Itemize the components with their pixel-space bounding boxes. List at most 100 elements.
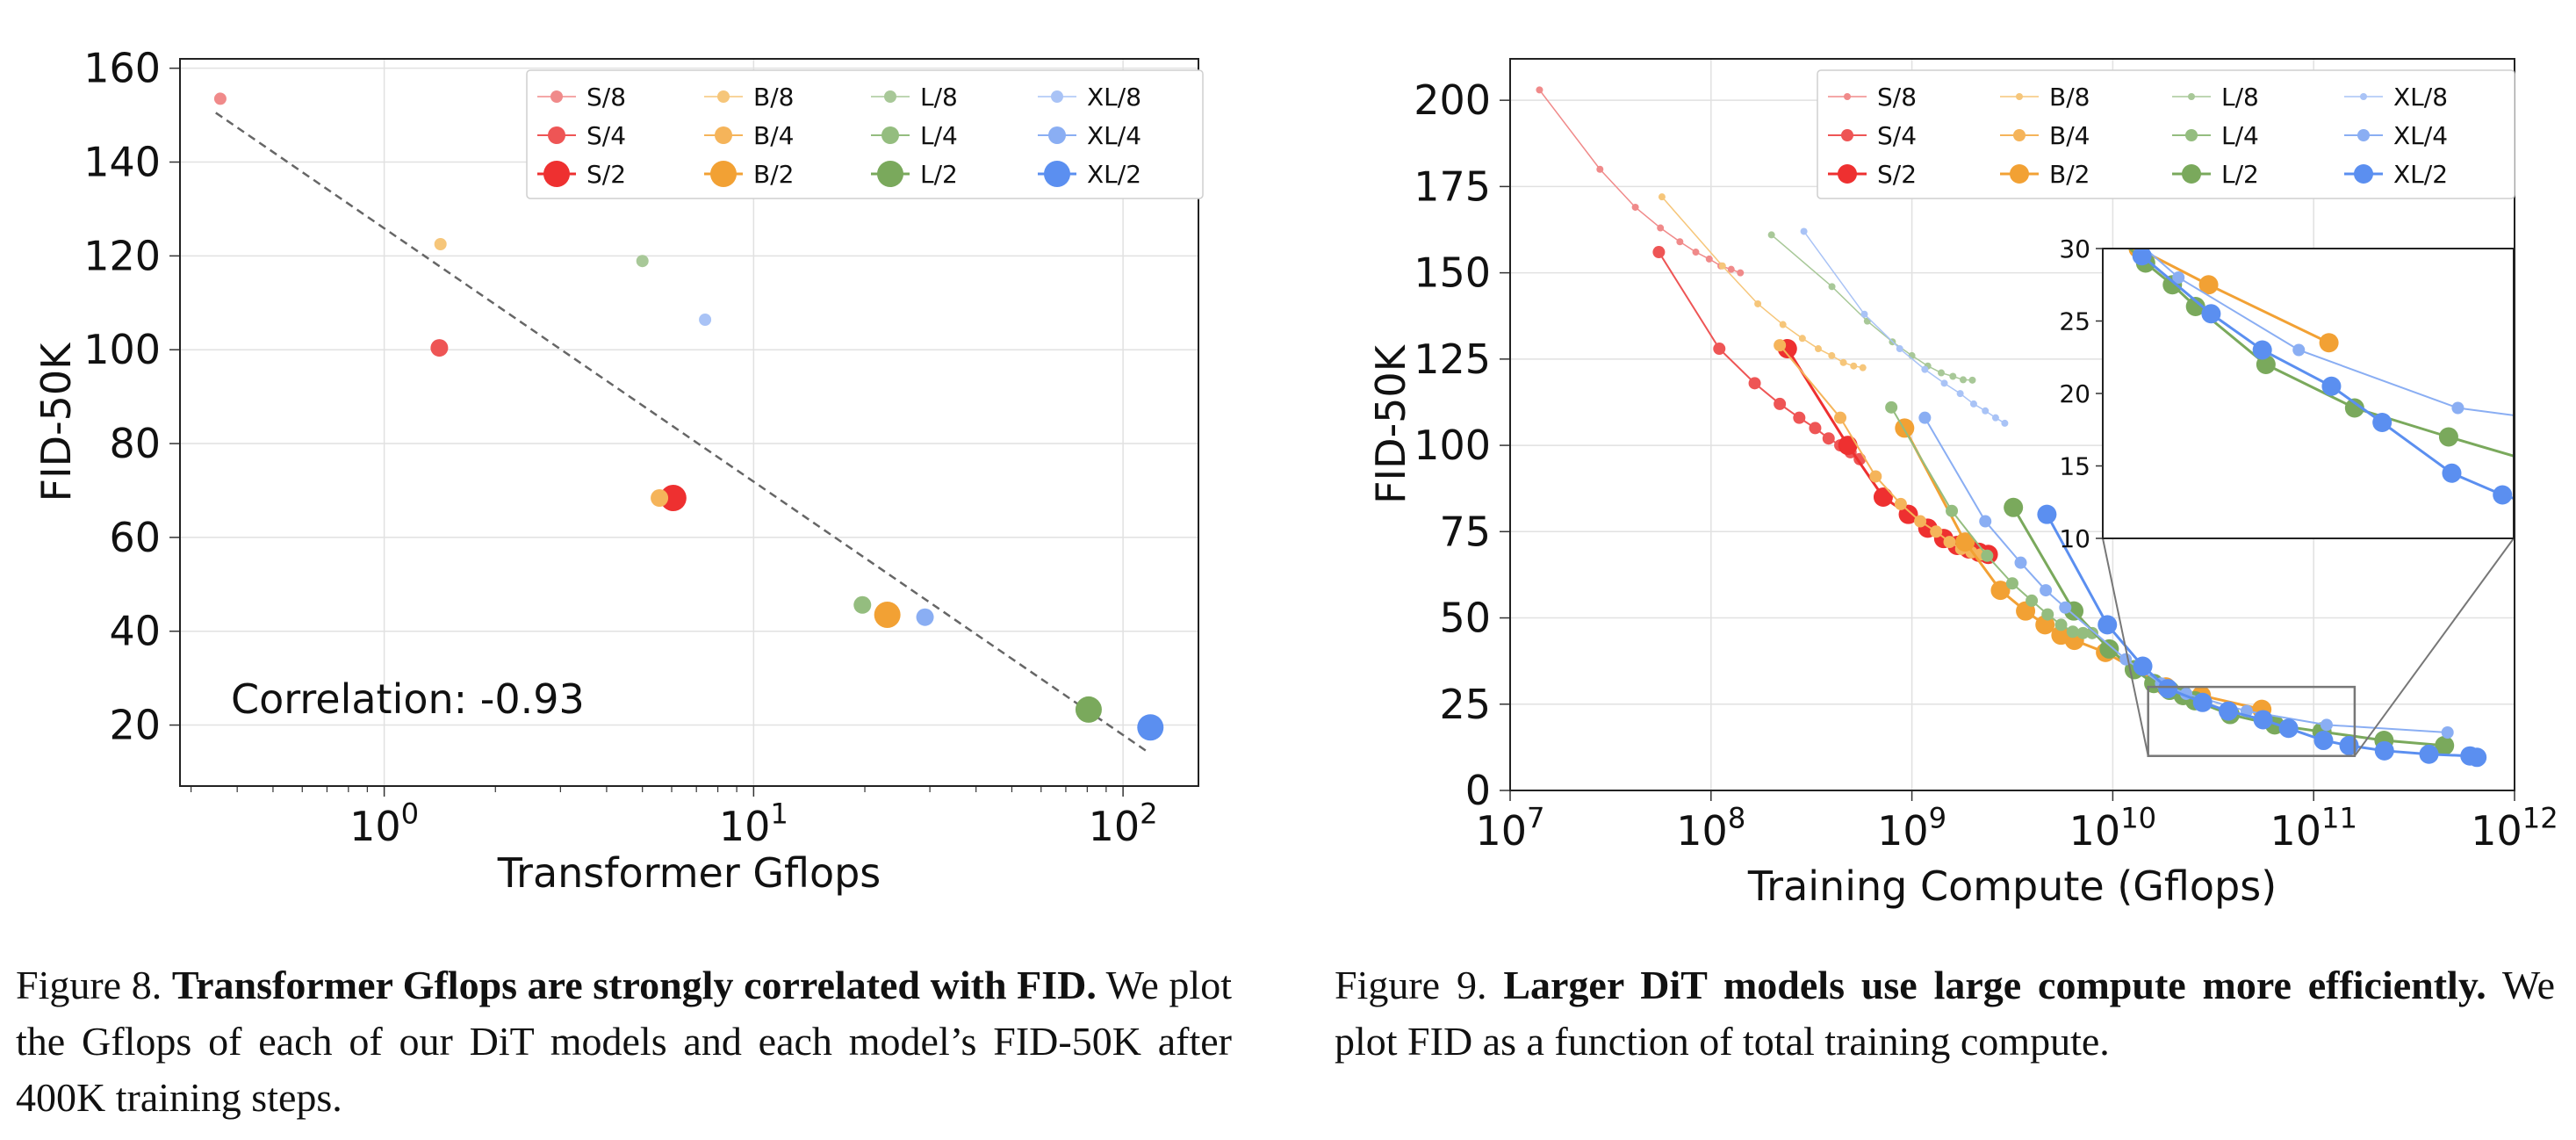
legend-marker-L/8: [884, 90, 896, 103]
figure8-caption-text: We plot the Gflops of each of our DiT mo…: [16, 963, 1232, 1120]
point-XL/2: [2192, 692, 2213, 712]
point-XL/4: [2172, 271, 2185, 284]
y-tick-label: 150: [1414, 249, 1491, 297]
point-L/8: [1949, 372, 1957, 380]
x-tick-label: 107: [1475, 802, 1544, 855]
y-tick-label: 120: [83, 232, 161, 279]
point-XL/4: [2441, 725, 2454, 739]
point-B/4: [651, 489, 669, 508]
point-S/2: [659, 485, 687, 512]
legend-label-L/4: L/4: [2221, 121, 2259, 150]
point-XL/2: [2219, 701, 2239, 721]
point-XL/2: [2372, 413, 2393, 432]
point-B/4: [1894, 497, 1907, 510]
y-tick-label: 160: [83, 45, 161, 92]
point-S/4: [430, 339, 449, 357]
point-L/4: [1967, 17, 1979, 29]
legend-marker-B/2: [710, 161, 737, 187]
legend-label-S/4: S/4: [586, 121, 626, 150]
point-S/8: [1596, 165, 1604, 173]
point-B/2: [1955, 532, 1975, 552]
legend-marker-XL/4: [2357, 129, 2370, 141]
point-B/8: [1850, 362, 1858, 370]
legend-marker-XL/8: [2360, 93, 2367, 100]
x-tick-label: 109: [1877, 802, 1946, 855]
point-XL/2: [2278, 718, 2299, 739]
point-XL/2: [2419, 744, 2439, 764]
point-L/4: [1985, 17, 1997, 29]
line-XL/8: [1802, 231, 2005, 424]
x-axis-label: Training Compute (Gflops): [1747, 862, 2277, 910]
point-S/4: [1748, 377, 1761, 390]
point-XL/4: [1918, 411, 1932, 424]
point-B/2: [1990, 581, 2011, 601]
trendline: [215, 112, 1151, 754]
point-B/8: [1798, 335, 1806, 343]
y-tick-label: 25: [1439, 681, 1491, 728]
legend-marker-L/2: [2182, 164, 2201, 184]
point-XL/2: [2563, 507, 2576, 526]
point-B/8: [1828, 351, 1836, 359]
legend-label-XL/4: XL/4: [1087, 121, 1141, 150]
point-XL/2: [2132, 249, 2152, 266]
plot-frame: [179, 58, 1199, 787]
point-XL/8: [699, 314, 712, 327]
y-tick-label: 175: [1414, 162, 1491, 210]
legend-label-S/4: S/4: [1877, 121, 1917, 150]
line-XL/4: [2143, 249, 2514, 416]
legend-marker-S/4: [1841, 129, 1853, 141]
point-XL/2: [2321, 376, 2342, 396]
y-tick-label: 100: [1414, 422, 1491, 469]
point-L/2: [2438, 427, 2458, 447]
point-S/8: [213, 92, 227, 105]
point-L/4: [1981, 549, 1994, 562]
legend-label-L/4: L/4: [920, 121, 958, 150]
point-L/8: [636, 255, 649, 268]
y-axis-label: FID-50K: [32, 342, 80, 502]
point-XL/2: [2133, 656, 2153, 676]
point-XL/8: [1860, 310, 1868, 318]
legend-marker-S/8: [550, 90, 563, 103]
point-XL/2: [2442, 463, 2462, 483]
legend-marker-S/8: [1844, 93, 1851, 100]
line-B/8: [1661, 196, 1863, 369]
y-tick-label: 60: [109, 514, 161, 561]
zoom-connector: [2102, 538, 2149, 756]
legend-marker-S/4: [548, 126, 565, 144]
point-B/8: [1839, 358, 1847, 366]
legend-label-B/8: B/8: [2049, 83, 2090, 112]
point-XL/2: [2158, 679, 2178, 699]
point-S/8: [1657, 224, 1665, 232]
point-XL/8: [1921, 365, 1929, 373]
point-XL/4: [2320, 718, 2333, 732]
point-L/8: [1828, 283, 1836, 291]
legend-marker-S/2: [543, 161, 570, 187]
legend-label-XL/2: XL/2: [2393, 160, 2448, 189]
point-XL/2: [2252, 340, 2272, 360]
point-S/8: [1737, 269, 1745, 277]
figure8-caption: Figure 8. Transformer Gflops are strongl…: [16, 957, 1232, 1126]
figure8-caption-bold: Transformer Gflops are strongly correlat…: [171, 963, 1097, 1007]
point-B/8: [1779, 321, 1787, 328]
correlation-annotation: Correlation: -0.93: [231, 675, 585, 723]
point-XL/4: [2119, 653, 2133, 666]
point-XL/4: [2451, 401, 2464, 415]
point-XL/8: [2001, 419, 2009, 427]
point-XL/2: [2201, 304, 2221, 324]
inset-y-tick-label: 20: [2059, 379, 2090, 408]
point-B/4: [1869, 470, 1882, 483]
point-XL/8: [1969, 400, 1977, 408]
point-B/2: [1919, 22, 1939, 41]
legend-label-B/2: B/2: [2049, 160, 2090, 189]
point-L/2: [2004, 497, 2024, 517]
point-L/2: [2344, 398, 2364, 418]
inset-y-tick-label: 10: [2059, 524, 2090, 553]
x-axis-label: Transformer Gflops: [497, 849, 881, 897]
point-B/4: [1943, 536, 1956, 549]
point-L/4: [1885, 400, 1898, 414]
x-tick-label: 101: [719, 797, 788, 850]
point-S/4: [1774, 397, 1787, 410]
point-L/4: [2041, 608, 2054, 621]
x-tick-label: 1012: [2471, 802, 2558, 855]
